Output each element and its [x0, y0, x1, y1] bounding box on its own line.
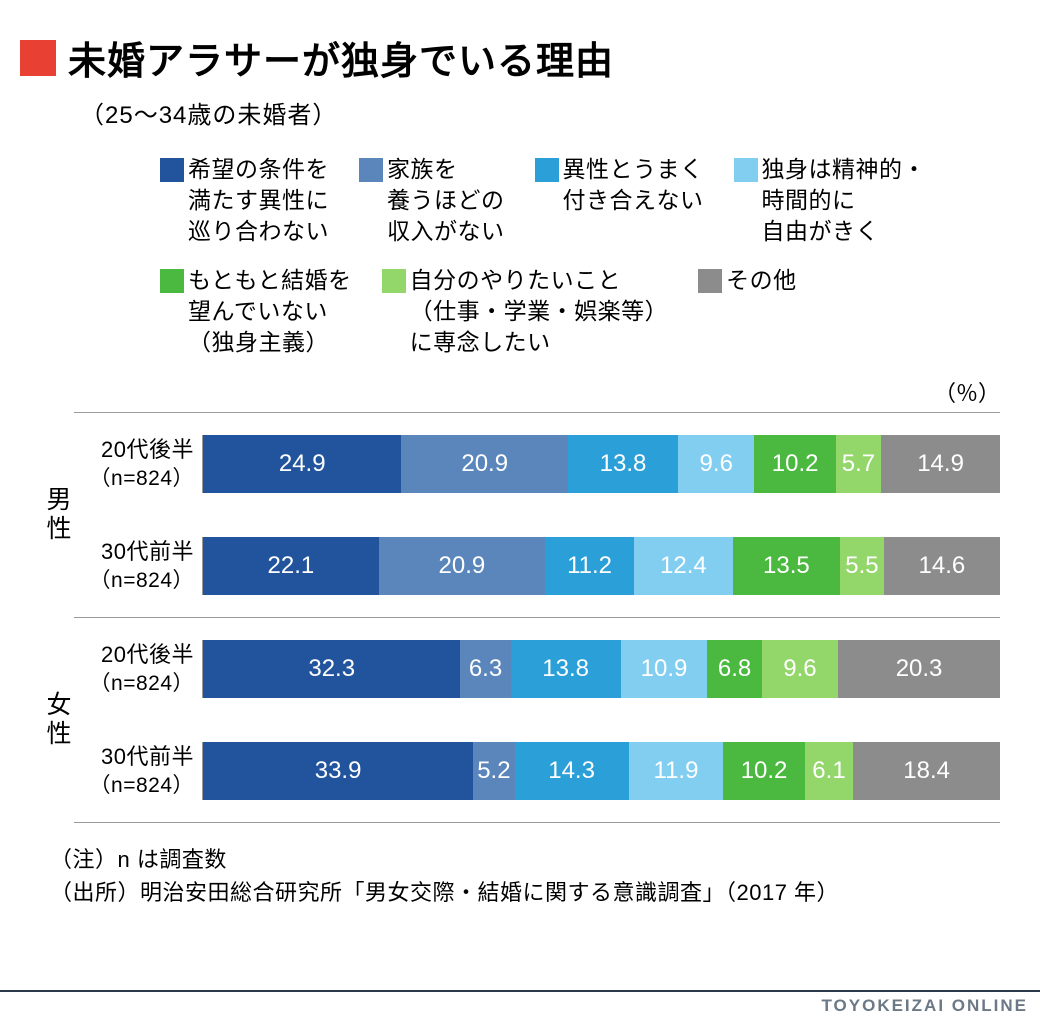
bar-segment: 18.4 — [853, 742, 1000, 800]
bar-segment: 20.9 — [401, 435, 568, 493]
bar-segment: 9.6 — [762, 640, 839, 698]
bar-segment: 10.2 — [723, 742, 804, 800]
legend-item: 独身は精神的・時間的に自由がきく — [734, 154, 927, 247]
title-row: 未婚アラサーが独身でいる理由 — [20, 30, 1020, 85]
bar-segment: 9.6 — [678, 435, 755, 493]
bar-segment: 10.2 — [754, 435, 835, 493]
bar-segment: 13.8 — [511, 640, 621, 698]
bar-segment: 14.3 — [515, 742, 629, 800]
legend-item: 家族を養うほどの収入がない — [359, 154, 505, 247]
bar-segment: 20.3 — [838, 640, 1000, 698]
chart-title: 未婚アラサーが独身でいる理由 — [68, 30, 614, 85]
bar-segment: 14.6 — [884, 537, 1000, 595]
legend-swatch-icon — [734, 158, 758, 182]
legend-label: 独身は精神的・時間的に自由がきく — [762, 154, 927, 247]
bar-segment: 24.9 — [203, 435, 401, 493]
legend-row: もともと結婚を望んでいない（独身主義） 自分のやりたいこと（仕事・学業・娯楽等）に… — [160, 265, 990, 358]
legend: 希望の条件を満たす異性に巡り合わない家族を養うほどの収入がない異性とうまく付き合… — [160, 154, 990, 358]
bar-segment: 13.5 — [733, 537, 840, 595]
stacked-bar: 32.36.313.810.96.89.620.3 — [202, 640, 1000, 698]
bar-row: 30代前半（n=824）33.95.214.311.910.26.118.4 — [74, 720, 1000, 822]
bar-row-label: 30代前半（n=824） — [74, 538, 202, 595]
unit-label: （％） — [20, 376, 1000, 408]
bar-segment: 12.4 — [634, 537, 733, 595]
bar-segment: 22.1 — [203, 537, 379, 595]
bar-row: 20代後半（n=824）32.36.313.810.96.89.620.3 — [74, 618, 1000, 720]
stacked-bar: 33.95.214.311.910.26.118.4 — [202, 742, 1000, 800]
bar-segment: 10.9 — [621, 640, 708, 698]
legend-label: 希望の条件を満たす異性に巡り合わない — [188, 154, 329, 247]
bar-row-label: 30代前半（n=824） — [74, 743, 202, 800]
legend-item: もともと結婚を望んでいない（独身主義） — [160, 265, 352, 358]
title-marker-icon — [20, 40, 56, 76]
legend-item: その他 — [698, 265, 797, 358]
chart-notes: （注）n は調査数 （出所）明治安田総合研究所「男女交際・結婚に関する意識調査」… — [50, 843, 1020, 909]
note-line: （出所）明治安田総合研究所「男女交際・結婚に関する意識調査」（2017 年） — [50, 876, 1020, 909]
bar-row: 30代前半（n=824）22.120.911.212.413.55.514.6 — [74, 515, 1000, 617]
note-line: （注）n は調査数 — [50, 843, 1020, 876]
stacked-bar: 24.920.913.89.610.25.714.9 — [202, 435, 1000, 493]
bar-segment: 33.9 — [203, 742, 473, 800]
legend-label: もともと結婚を望んでいない（独身主義） — [188, 265, 352, 358]
bar-segment: 6.1 — [805, 742, 854, 800]
legend-label: 家族を養うほどの収入がない — [387, 154, 505, 247]
legend-swatch-icon — [382, 269, 406, 293]
legend-swatch-icon — [359, 158, 383, 182]
legend-item: 異性とうまく付き合えない — [535, 154, 704, 247]
bar-segment: 6.8 — [707, 640, 761, 698]
bar-row-label: 20代後半（n=824） — [74, 436, 202, 493]
legend-swatch-icon — [535, 158, 559, 182]
group-bars: 20代後半（n=824）24.920.913.89.610.25.714.930… — [74, 412, 1000, 617]
stacked-bar: 22.120.911.212.413.55.514.6 — [202, 537, 1000, 595]
bar-segment: 5.5 — [840, 537, 884, 595]
legend-item: 自分のやりたいこと（仕事・学業・娯楽等）に専念したい — [382, 265, 669, 358]
bar-segment: 11.9 — [629, 742, 724, 800]
bar-group: 女性20代後半（n=824）32.36.313.810.96.89.620.33… — [40, 617, 1000, 823]
legend-swatch-icon — [698, 269, 722, 293]
bar-row-label: 20代後半（n=824） — [74, 641, 202, 698]
bar-segment: 5.7 — [836, 435, 881, 493]
footer-brand: TOYOKEIZAI ONLINE — [0, 990, 1040, 1022]
group-label: 女性 — [40, 617, 74, 823]
legend-swatch-icon — [160, 158, 184, 182]
bar-segment: 5.2 — [473, 742, 514, 800]
bar-segment: 14.9 — [881, 435, 1000, 493]
group-bars: 20代後半（n=824）32.36.313.810.96.89.620.330代… — [74, 617, 1000, 823]
bar-segment: 20.9 — [379, 537, 545, 595]
bar-segment: 6.3 — [460, 640, 510, 698]
legend-row: 希望の条件を満たす異性に巡り合わない家族を養うほどの収入がない異性とうまく付き合… — [160, 154, 990, 247]
bar-row: 20代後半（n=824）24.920.913.89.610.25.714.9 — [74, 413, 1000, 515]
bar-segment: 11.2 — [545, 537, 634, 595]
chart-subtitle: （25〜34歳の未婚者） — [80, 95, 1020, 130]
legend-swatch-icon — [160, 269, 184, 293]
legend-label: 異性とうまく付き合えない — [563, 154, 704, 216]
legend-item: 希望の条件を満たす異性に巡り合わない — [160, 154, 329, 247]
bar-group: 男性20代後半（n=824）24.920.913.89.610.25.714.9… — [40, 412, 1000, 617]
bar-segment: 13.8 — [568, 435, 678, 493]
legend-label: 自分のやりたいこと（仕事・学業・娯楽等）に専念したい — [410, 265, 669, 358]
group-label: 男性 — [40, 412, 74, 617]
legend-label: その他 — [726, 265, 797, 296]
bar-segment: 32.3 — [203, 640, 460, 698]
chart-area: 男性20代後半（n=824）24.920.913.89.610.25.714.9… — [40, 412, 1000, 823]
